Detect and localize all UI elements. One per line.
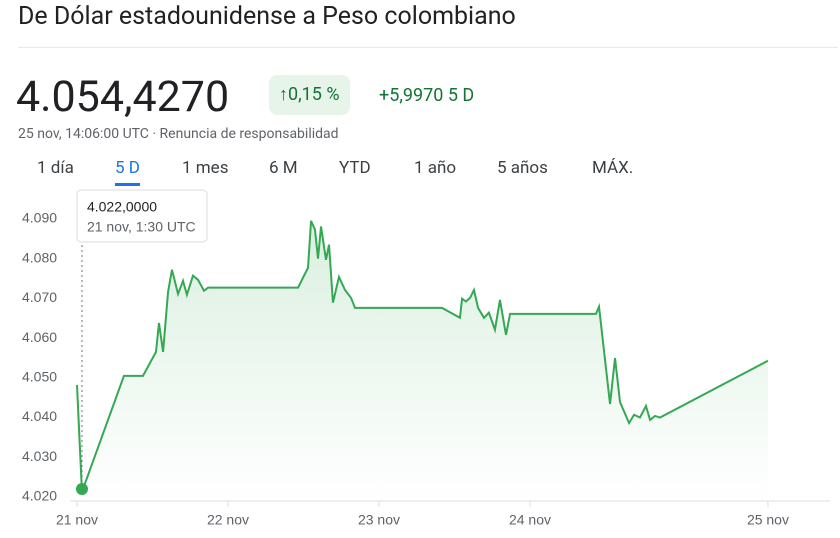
tab[interactable]: 1 mes bbox=[182, 158, 229, 178]
x-tick-label: 24 nov bbox=[509, 512, 551, 528]
y-tick-label: 4.060 bbox=[22, 329, 57, 345]
x-tick-label: 22 nov bbox=[207, 512, 249, 528]
y-tick-label: 4.030 bbox=[22, 448, 57, 464]
tab[interactable]: 5 años bbox=[497, 158, 548, 178]
y-tick-label: 4.080 bbox=[22, 249, 57, 265]
tab[interactable]: 6 M bbox=[269, 158, 298, 178]
title: De Dólar estadounidense a Peso colombian… bbox=[18, 2, 516, 31]
change-abs: +5,9970 bbox=[379, 85, 444, 106]
line bbox=[76, 220, 769, 493]
x-tick-label: 21 nov bbox=[56, 512, 98, 528]
y-tick-label: 4.070 bbox=[22, 289, 57, 305]
tooltip-value: 4.022,0000 bbox=[87, 199, 157, 215]
tab[interactable]: 5 D bbox=[115, 158, 140, 186]
x-tick-label: 23 nov bbox=[358, 512, 400, 528]
y-tick-label: 4.040 bbox=[22, 408, 57, 424]
tooltip-point bbox=[75, 483, 88, 496]
tab[interactable]: 1 día bbox=[37, 158, 74, 178]
area bbox=[77, 220, 768, 501]
disclaimer[interactable]: Renuncia de responsabilidad bbox=[159, 126, 339, 142]
price: 4.054,4270 bbox=[16, 72, 230, 122]
tooltip-box bbox=[76, 189, 208, 243]
y-tick-label: 4.090 bbox=[22, 210, 57, 226]
timestamp: 25 nov, 14:06:00 UTC bbox=[18, 126, 149, 142]
change-percent: 0,15 % bbox=[288, 84, 340, 105]
y-tick-label: 4.020 bbox=[22, 488, 57, 504]
tooltip-time: 21 nov, 1:30 UTC bbox=[87, 219, 196, 235]
chart: 4.020 4.030 4.040 4.050 4.060 4.070 4.080 4.090… bbox=[22, 189, 830, 528]
divider bbox=[18, 47, 838, 48]
tab[interactable]: 1 año bbox=[414, 158, 457, 178]
tab[interactable]: MÁX. bbox=[592, 158, 634, 178]
change-badge: ↑0,15 % bbox=[269, 75, 350, 115]
tab[interactable]: YTD bbox=[339, 158, 371, 178]
x-tick-label: 25 nov bbox=[747, 512, 789, 528]
arrow: ↑ bbox=[279, 84, 288, 105]
change: +5,9970 5 D bbox=[379, 85, 474, 106]
period: 5 D bbox=[447, 85, 475, 106]
timestamp-row: 25 nov, 14:06:00 UTC · Renuncia de respo… bbox=[18, 126, 339, 142]
y-tick-label: 4.050 bbox=[22, 369, 57, 385]
